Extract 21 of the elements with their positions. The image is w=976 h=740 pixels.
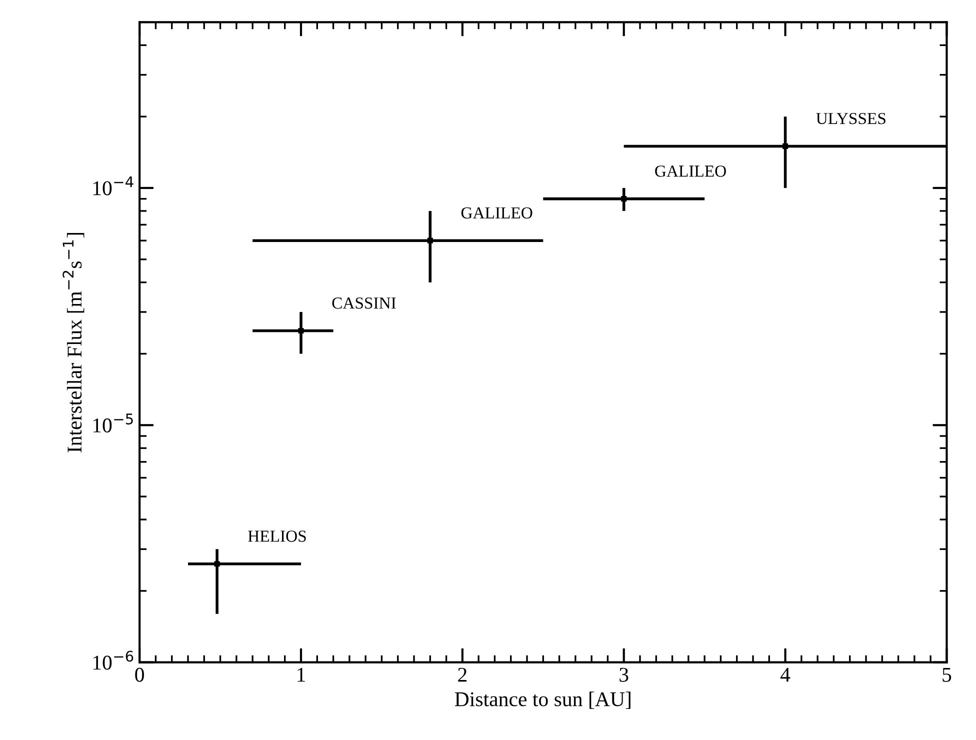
x-tick-label: 4 bbox=[780, 668, 790, 682]
x-tick-label: 2 bbox=[458, 668, 466, 682]
annotation: HELIOS bbox=[248, 530, 306, 542]
point bbox=[427, 238, 433, 244]
x-tick-label: 0 bbox=[135, 668, 144, 682]
point bbox=[621, 196, 627, 202]
x-tick-label: 5 bbox=[942, 668, 952, 682]
x-tick-label: 3 bbox=[620, 668, 628, 682]
point bbox=[214, 561, 220, 567]
x-tick-label: 1 bbox=[298, 668, 305, 682]
y-tick-label: 10$^{−6}$ bbox=[93, 650, 134, 670]
y-axis-title: Interstellar Flux [m$^{−2}$s$^{−1}$] bbox=[62, 233, 84, 452]
y-tick-label: 10$^{−5}$ bbox=[93, 414, 133, 432]
x-axis-title: Distance to sun [AU] bbox=[454, 692, 630, 709]
point bbox=[298, 328, 304, 334]
annotation: ULYSSES bbox=[816, 112, 886, 124]
annotation: CASSINI bbox=[332, 298, 396, 309]
y-tick-label: 10$^{−4}$ bbox=[93, 176, 134, 196]
annotation: GALILEO bbox=[461, 207, 532, 219]
point bbox=[782, 143, 788, 149]
annotation: GALILEO bbox=[655, 166, 726, 177]
